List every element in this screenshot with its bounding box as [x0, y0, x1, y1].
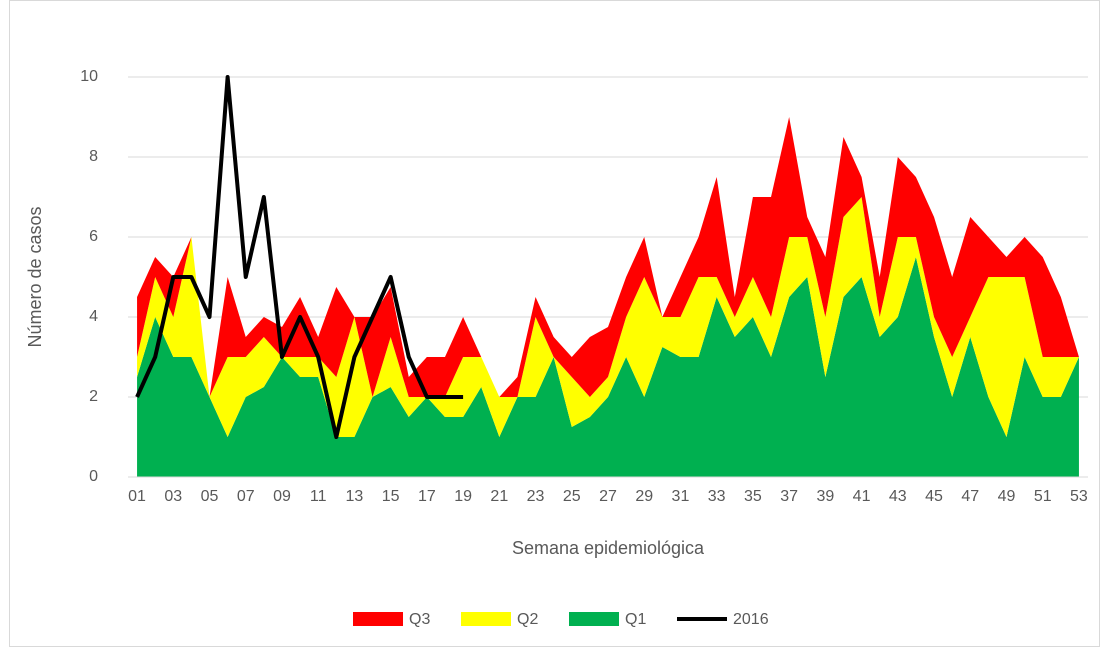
legend-label: Q3	[409, 611, 430, 628]
y-tick-label: 0	[89, 468, 98, 485]
x-tick-label: 37	[780, 488, 798, 505]
legend-swatch	[569, 612, 619, 626]
x-tick-label: 53	[1070, 488, 1088, 505]
x-tick-label: 21	[490, 488, 508, 505]
x-tick-label: 25	[563, 488, 581, 505]
x-axis-title: Semana epidemiológica	[512, 538, 705, 558]
area	[137, 257, 1079, 477]
area	[137, 117, 1079, 397]
legend-label: Q1	[625, 611, 646, 628]
area	[137, 197, 1079, 437]
x-tick-label: 33	[708, 488, 726, 505]
legend-swatch	[353, 612, 403, 626]
x-tick-label: 01	[128, 488, 146, 505]
x-tick-label: 17	[418, 488, 436, 505]
x-tick-label: 03	[164, 488, 182, 505]
y-tick-label: 4	[89, 308, 98, 325]
x-tick-label: 43	[889, 488, 907, 505]
y-axis-title: Número de casos	[25, 206, 45, 347]
x-tick-label: 27	[599, 488, 617, 505]
x-tick-label: 41	[853, 488, 871, 505]
x-tick-label: 31	[672, 488, 690, 505]
x-tick-label: 51	[1034, 488, 1052, 505]
x-tick-label: 05	[201, 488, 219, 505]
x-tick-label: 13	[346, 488, 364, 505]
y-tick-label: 10	[80, 68, 98, 85]
x-tick-label: 11	[310, 488, 327, 505]
x-tick-label: 45	[925, 488, 943, 505]
y-tick-label: 6	[89, 228, 98, 245]
line	[135, 75, 464, 439]
x-tick-label: 47	[961, 488, 979, 505]
x-tick-label: 07	[237, 488, 255, 505]
x-tick-label: 29	[635, 488, 653, 505]
x-tick-label: 49	[998, 488, 1016, 505]
legend-label: Q2	[517, 611, 538, 628]
x-tick-label: 09	[273, 488, 291, 505]
y-tick-label: 8	[89, 148, 98, 165]
y-tick-label: 2	[89, 388, 98, 405]
legend-label: 2016	[733, 611, 769, 628]
x-tick-label: 23	[527, 488, 545, 505]
legend-swatch	[461, 612, 511, 626]
x-tick-label: 15	[382, 488, 400, 505]
x-tick-label: 39	[816, 488, 834, 505]
x-tick-label: 35	[744, 488, 762, 505]
x-tick-label: 19	[454, 488, 472, 505]
